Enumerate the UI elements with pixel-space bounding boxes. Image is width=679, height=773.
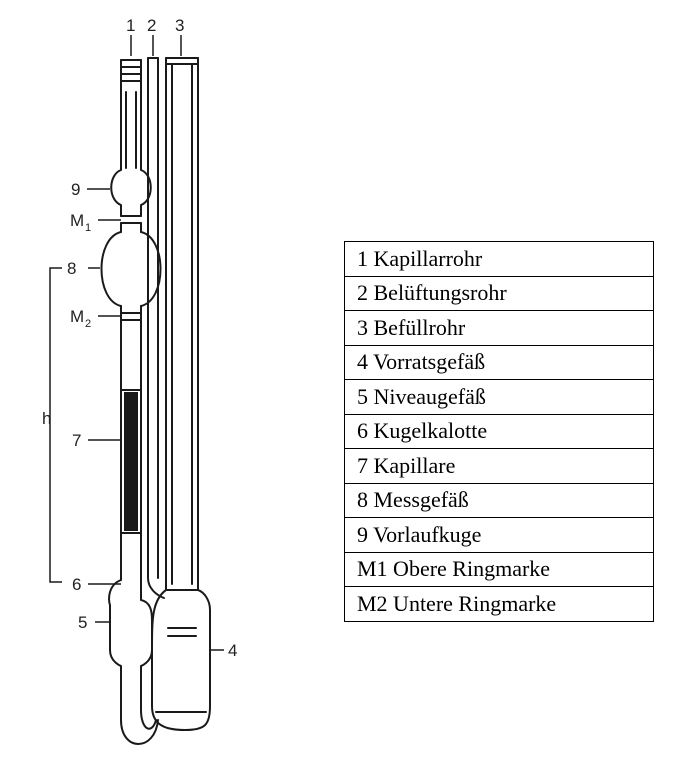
legend-row: 3 Befüllrohr	[344, 310, 654, 346]
ventilation-tube-2	[147, 57, 165, 599]
legend-item: 4 Vorratsgefäß	[344, 344, 654, 380]
legend-row: M2 Untere Ringmarke	[344, 586, 654, 622]
label-tube-3: 3	[175, 16, 184, 35]
label-9: 9	[71, 180, 80, 199]
legend-item: M1 Obere Ringmarke	[344, 551, 654, 587]
legend-item: 3 Befüllrohr	[344, 310, 654, 346]
legend-row: 9 Vorlaufkuge	[344, 517, 654, 553]
legend-row: 1 Kapillarrohr	[344, 241, 654, 277]
legend-item: 6 Kugelkalotte	[344, 413, 654, 449]
label-tube-1: 1	[126, 16, 135, 35]
legend-item: 2 Belüftungsrohr	[344, 275, 654, 311]
legend-table: 1 Kapillarrohr 2 Belüftungsrohr 3 Befüllro…	[344, 241, 654, 622]
label-8: 8	[67, 259, 76, 278]
filling-tube-3	[151, 57, 211, 731]
label-7: 7	[72, 431, 81, 450]
legend-row: 2 Belüftungsrohr	[344, 275, 654, 311]
legend-row: 8 Messgefäß	[344, 482, 654, 518]
label-m2: M	[70, 307, 84, 326]
legend-item: M2 Untere Ringmarke	[344, 586, 654, 622]
legend-item: 1 Kapillarrohr	[344, 241, 654, 277]
legend-item: 7 Kapillare	[344, 448, 654, 484]
legend-row: 6 Kugelkalotte	[344, 413, 654, 449]
label-6: 6	[72, 575, 81, 594]
label-m2-sub: 2	[85, 318, 91, 330]
label-m1-sub: 1	[85, 222, 91, 234]
legend-item: 8 Messgefäß	[344, 482, 654, 518]
label-m1: M	[70, 211, 84, 230]
legend-row: 7 Kapillare	[344, 448, 654, 484]
legend-item: 9 Vorlaufkuge	[344, 517, 654, 553]
legend-row: 4 Vorratsgefäß	[344, 344, 654, 380]
label-tube-2: 2	[147, 16, 156, 35]
legend-row: M1 Obere Ringmarke	[344, 551, 654, 587]
label-5: 5	[78, 613, 87, 632]
legend-row: 5 Niveaugefäß	[344, 379, 654, 415]
legend-item: 5 Niveaugefäß	[344, 379, 654, 415]
label-4: 4	[228, 641, 237, 660]
label-h: h	[42, 409, 51, 428]
